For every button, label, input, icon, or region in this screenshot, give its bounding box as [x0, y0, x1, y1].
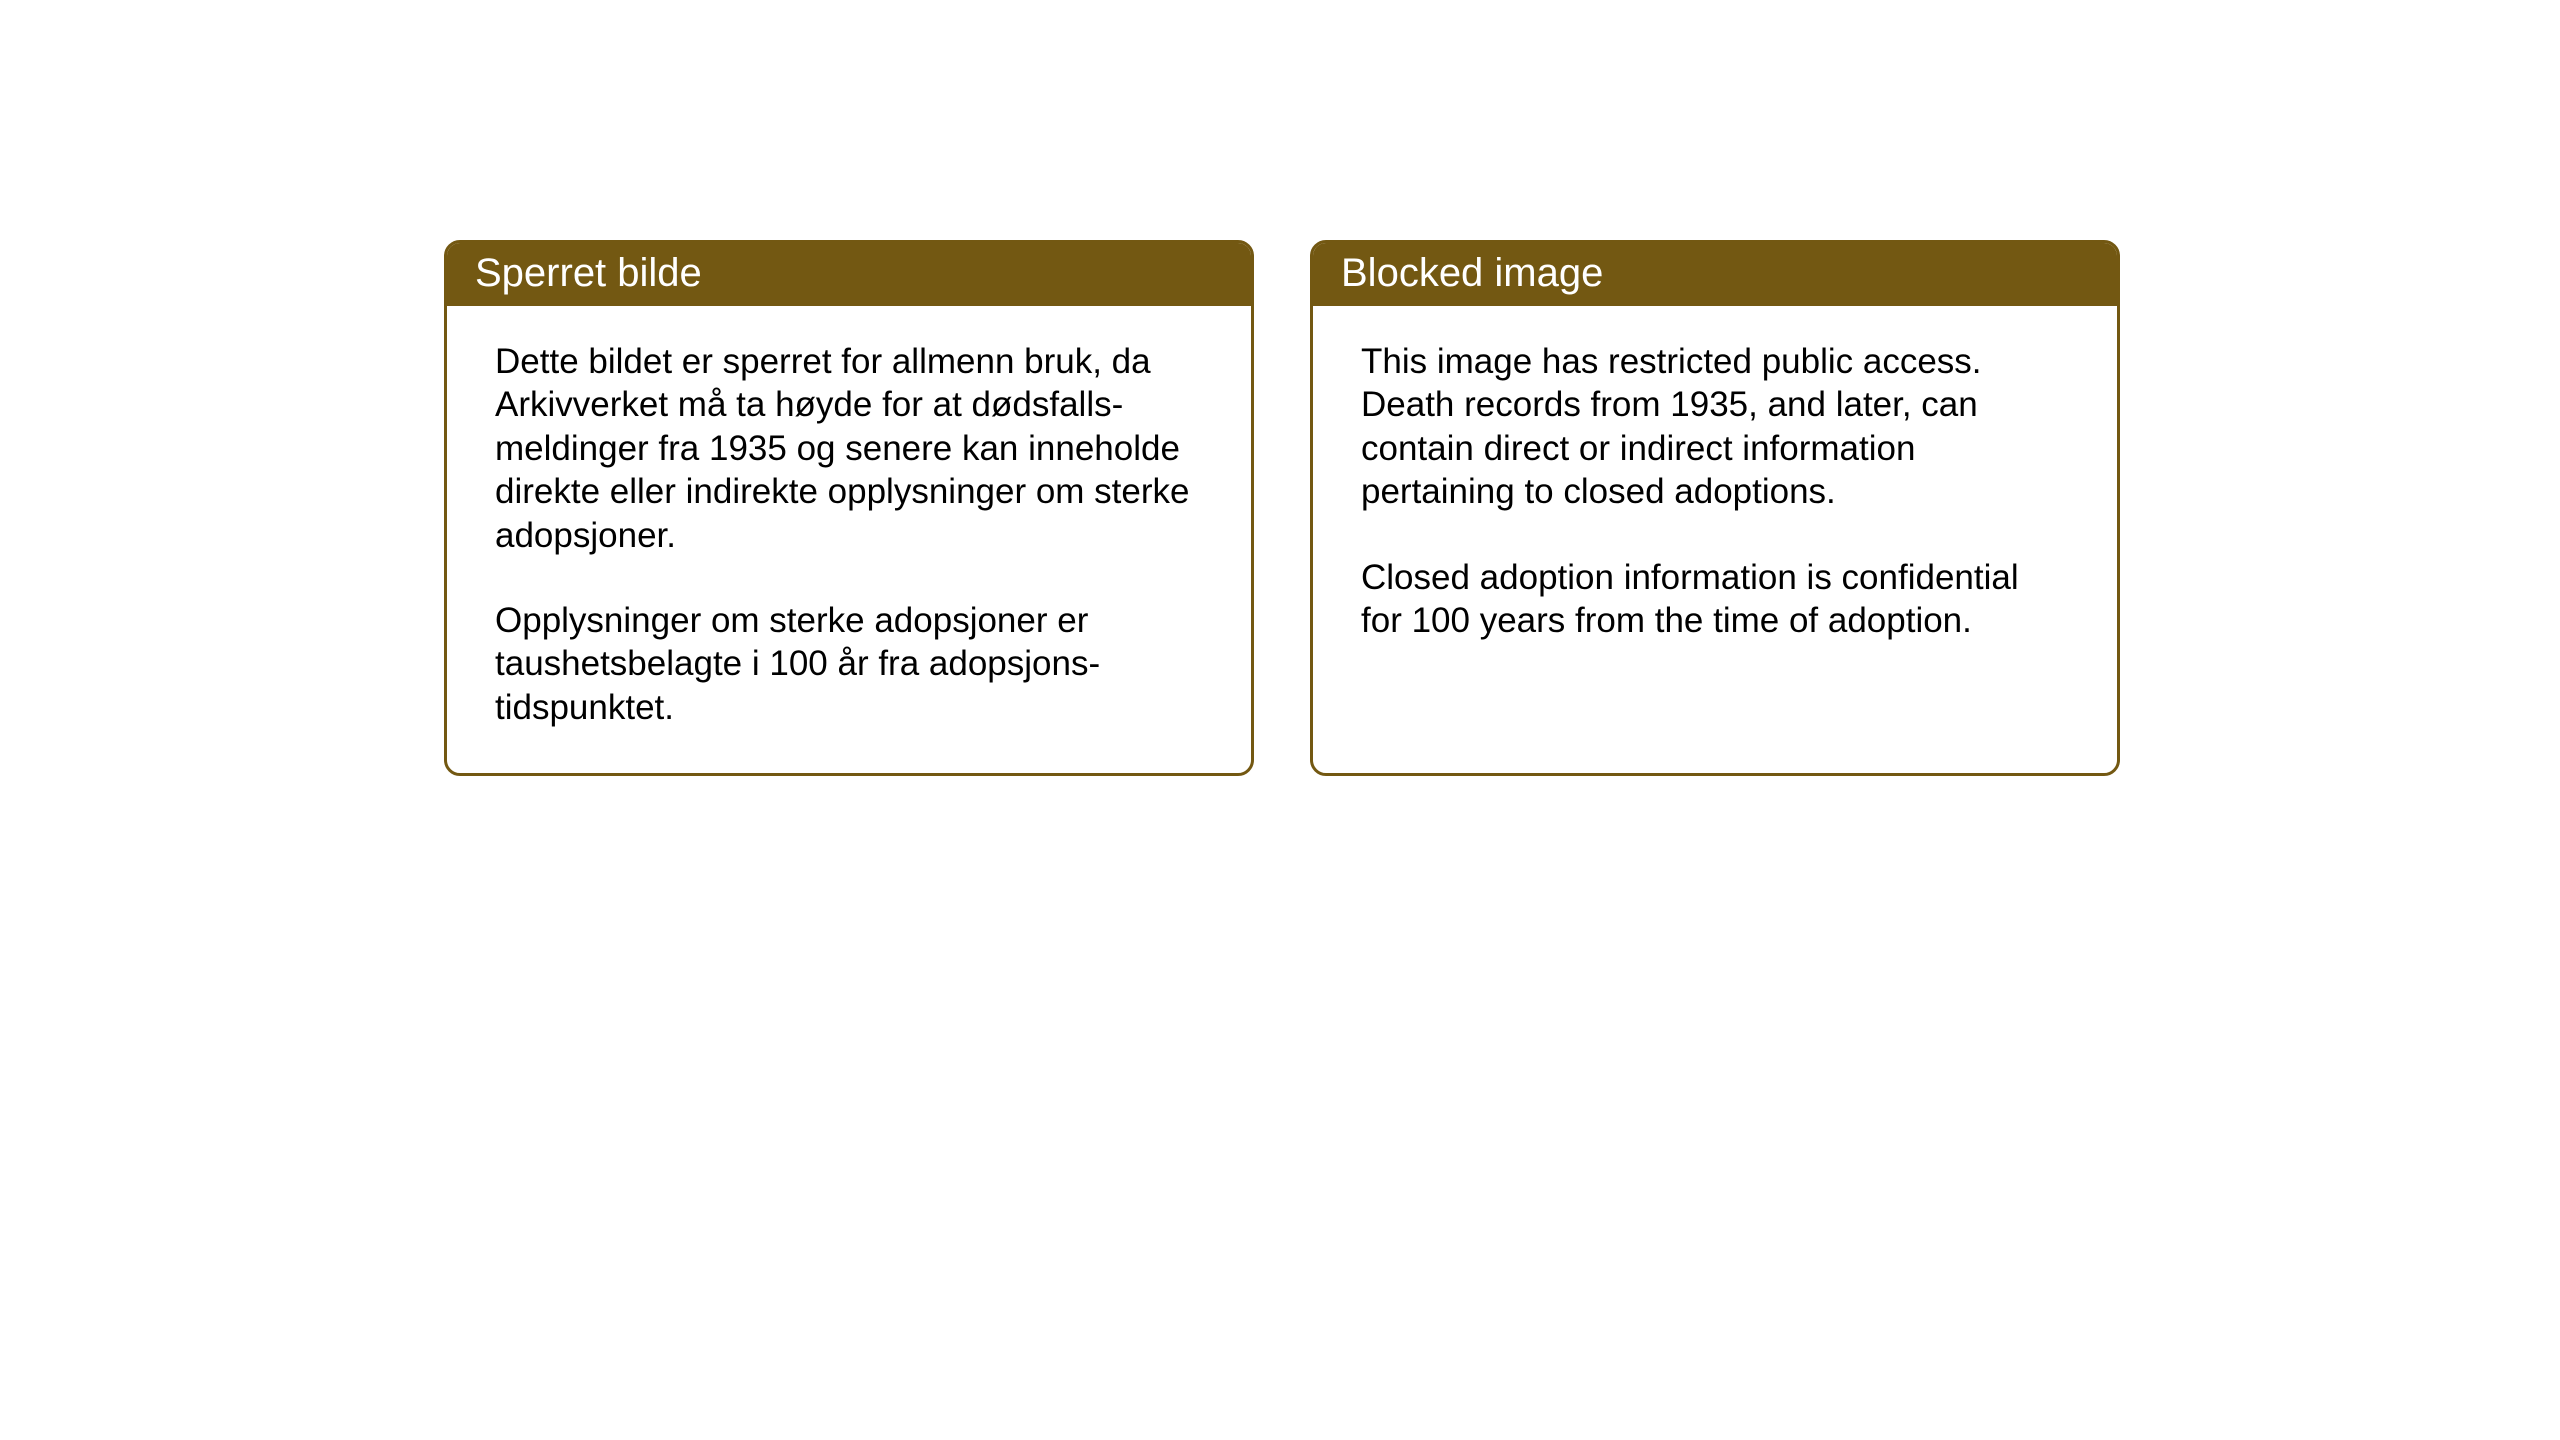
english-paragraph-2: Closed adoption information is confident… — [1361, 556, 2069, 643]
english-notice-card: Blocked image This image has restricted … — [1310, 240, 2120, 776]
norwegian-card-title: Sperret bilde — [447, 243, 1251, 306]
norwegian-paragraph-1: Dette bildet er sperret for allmenn bruk… — [495, 340, 1203, 557]
english-card-body: This image has restricted public access.… — [1313, 306, 2117, 746]
notice-container: Sperret bilde Dette bildet er sperret fo… — [444, 240, 2120, 776]
norwegian-notice-card: Sperret bilde Dette bildet er sperret fo… — [444, 240, 1254, 776]
norwegian-card-body: Dette bildet er sperret for allmenn bruk… — [447, 306, 1251, 773]
english-paragraph-1: This image has restricted public access.… — [1361, 340, 2069, 514]
english-card-title: Blocked image — [1313, 243, 2117, 306]
norwegian-paragraph-2: Opplysninger om sterke adopsjoner er tau… — [495, 599, 1203, 729]
